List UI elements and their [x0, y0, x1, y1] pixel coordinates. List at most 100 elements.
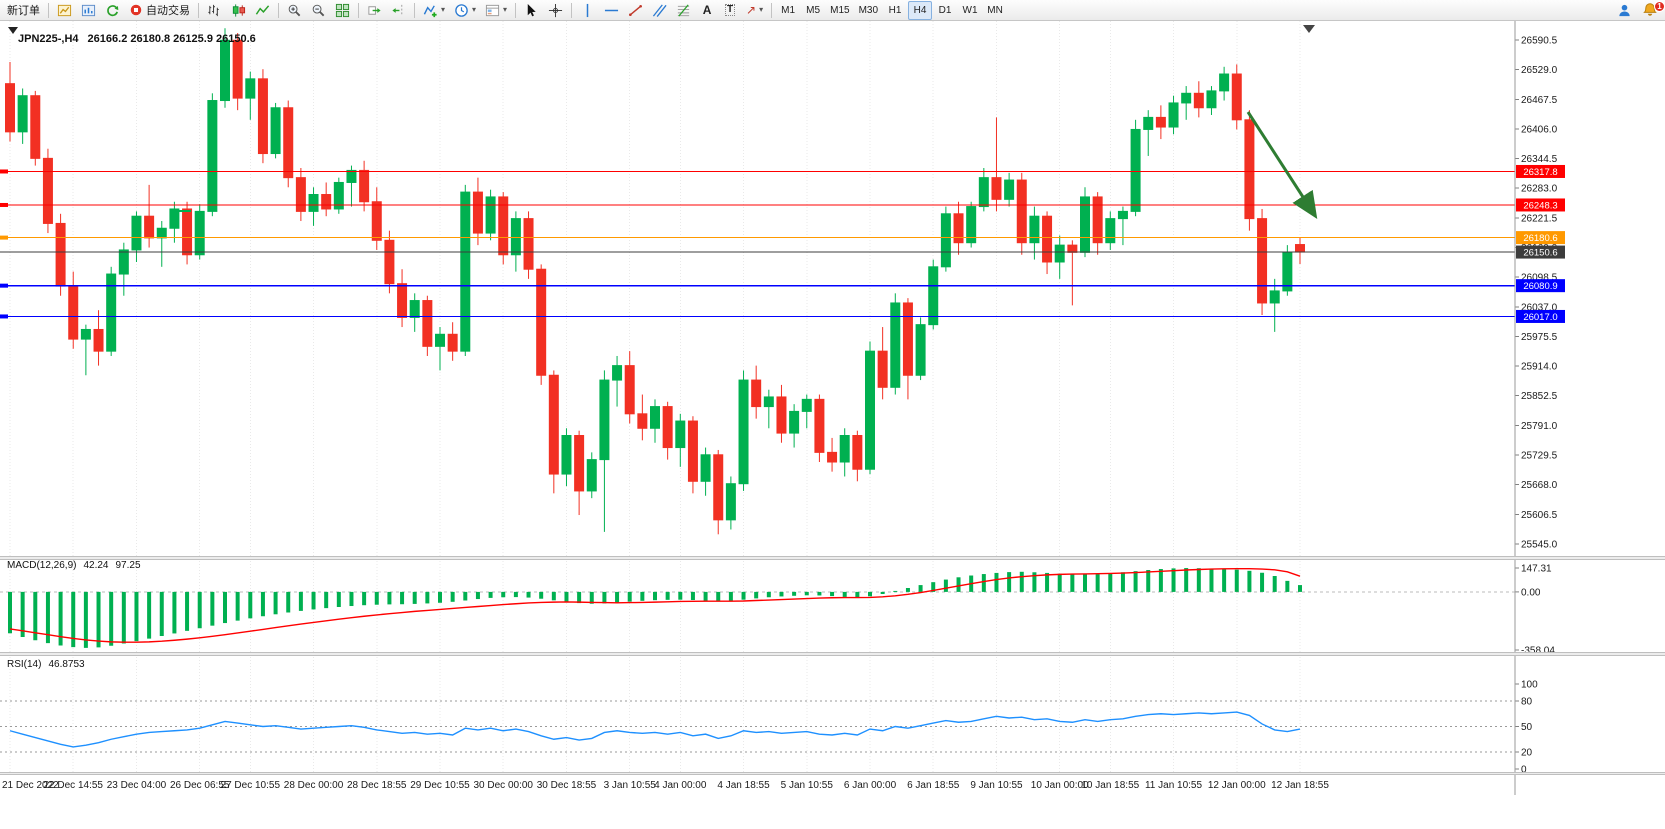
- crosshair-button[interactable]: [544, 1, 567, 20]
- vertical-line-button[interactable]: [576, 1, 599, 20]
- candle-body: [1029, 215, 1040, 244]
- candle-body: [333, 181, 344, 210]
- candle-body: [599, 379, 610, 461]
- refresh-button[interactable]: [101, 1, 124, 20]
- panel-divider[interactable]: [0, 652, 1665, 656]
- autotrading-button[interactable]: 自动交易: [125, 1, 194, 20]
- zoom-out-button[interactable]: [307, 1, 330, 20]
- profiles-icon: [81, 4, 96, 16]
- indicators-button[interactable]: ▾: [419, 1, 449, 20]
- new-chart-button[interactable]: [53, 1, 76, 20]
- profiles-button[interactable]: [77, 1, 100, 20]
- macd-main-value: 42.24: [83, 560, 109, 571]
- candle-body: [1130, 128, 1141, 212]
- panel-divider[interactable]: [0, 556, 1665, 560]
- time-axis-label: 10 Jan 18:55: [1081, 780, 1139, 791]
- horizontal-line-button[interactable]: [600, 1, 623, 20]
- price-tick-label: 25545.0: [1521, 539, 1558, 550]
- time-axis-label: 23 Dec 04:00: [107, 780, 167, 791]
- horizontal-line-icon: [604, 9, 619, 11]
- panel-divider[interactable]: [0, 772, 1665, 775]
- chart-shift-button[interactable]: [387, 1, 410, 20]
- timeframe-button-w1[interactable]: W1: [958, 1, 982, 20]
- timeframe-button-m5[interactable]: M5: [801, 1, 825, 20]
- chart-shift-marker[interactable]: [1303, 25, 1315, 33]
- timeframe-button-m30[interactable]: M30: [855, 1, 882, 20]
- candle-body: [852, 435, 863, 470]
- candle-body: [1054, 244, 1065, 263]
- candle-body: [877, 350, 888, 388]
- timeframe-button-d1[interactable]: D1: [933, 1, 957, 20]
- timeframe-button-mn[interactable]: MN: [983, 1, 1007, 20]
- candle-body: [371, 201, 382, 241]
- timeframe-button-h1[interactable]: H1: [883, 1, 907, 20]
- time-axis-label: 5 Jan 10:55: [781, 780, 834, 791]
- candle-body: [814, 398, 825, 453]
- zoom-in-button[interactable]: [283, 1, 306, 20]
- candle-body: [827, 451, 838, 463]
- price-tag: [1516, 198, 1565, 212]
- timeframe-button-h4[interactable]: H4: [908, 0, 933, 20]
- toolbar-separator: [571, 2, 573, 18]
- candle-body: [890, 302, 901, 388]
- candle-body: [789, 410, 800, 434]
- channel-icon: [652, 3, 667, 17]
- community-button[interactable]: [1613, 1, 1636, 20]
- candle-body: [42, 157, 53, 224]
- time-axis-label: 27 Dec 10:55: [221, 780, 281, 791]
- candle-body: [80, 328, 91, 340]
- price-tick-label: 26467.5: [1521, 95, 1558, 106]
- vertical-line-icon: [586, 3, 589, 17]
- text-button[interactable]: A: [696, 1, 718, 20]
- trend-arrow-annotation[interactable]: [1246, 111, 1318, 220]
- rsi-scale-label: 20: [1521, 748, 1533, 759]
- candle-body: [902, 302, 913, 376]
- channel-button[interactable]: [648, 1, 671, 20]
- timeframe-button-m1[interactable]: M1: [776, 1, 800, 20]
- time-axis-label: 29 Dec 10:55: [410, 780, 470, 791]
- arrows-button[interactable]: ↗ ▾: [742, 1, 767, 20]
- candle-body: [953, 213, 964, 244]
- new-order-button[interactable]: 新订单: [3, 1, 44, 20]
- level-left-marker: [0, 283, 8, 288]
- templates-button[interactable]: ▾: [481, 1, 511, 20]
- clock-icon: [455, 3, 468, 17]
- candle-body: [548, 374, 559, 475]
- candle-body: [321, 194, 332, 210]
- candle-body: [523, 218, 534, 270]
- toolbar-separator: [358, 2, 359, 18]
- time-axis-label: 10 Jan 00:00: [1031, 780, 1089, 791]
- fibonacci-button[interactable]: [672, 1, 695, 20]
- time-axis-label: 28 Dec 00:00: [284, 780, 344, 791]
- label-button[interactable]: T: [719, 1, 741, 20]
- candles-chart-button[interactable]: [227, 1, 250, 20]
- toolbar-separator: [414, 2, 415, 18]
- cursor-icon: [527, 3, 536, 16]
- bars-chart-button[interactable]: [203, 1, 226, 20]
- candle-body: [182, 208, 193, 256]
- candle-body: [245, 78, 256, 99]
- one-click-trading-toggle[interactable]: [8, 27, 18, 34]
- timeframe-button-m15[interactable]: M15: [826, 1, 853, 20]
- candles-chart-icon: [232, 3, 246, 17]
- candle-body: [1143, 116, 1154, 130]
- candle-body: [270, 107, 281, 155]
- periods-button[interactable]: ▾: [450, 1, 480, 20]
- auto-scroll-button[interactable]: [363, 1, 386, 20]
- tile-windows-button[interactable]: [331, 1, 354, 20]
- candle-body: [1193, 92, 1204, 109]
- autotrading-label: 自动交易: [146, 5, 190, 17]
- candle-body: [220, 39, 230, 102]
- cursor-button[interactable]: [520, 1, 543, 20]
- candle-body: [801, 398, 812, 412]
- candle-body: [713, 454, 724, 521]
- toolbar-separator: [48, 2, 49, 18]
- notifications-button[interactable]: 1: [1638, 0, 1665, 20]
- line-chart-icon: [255, 4, 270, 15]
- price-tag-label: 26317.8: [1523, 167, 1557, 178]
- candle-body: [966, 206, 977, 244]
- line-chart-button[interactable]: [251, 1, 274, 20]
- candle-body: [422, 300, 433, 347]
- trendline-button[interactable]: [624, 1, 647, 20]
